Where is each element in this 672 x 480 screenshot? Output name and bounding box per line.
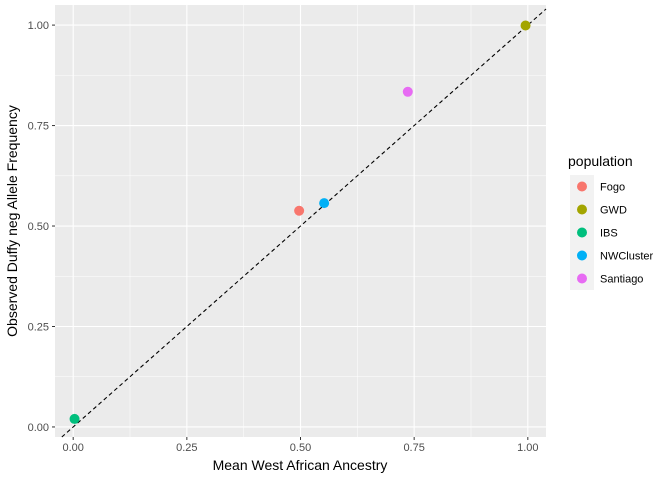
legend-label-nwcluster: NWCluster [600,251,654,263]
y-tick-label: 0.50 [28,221,49,233]
legend-swatch-fogo [577,181,587,192]
point-fogo [294,205,305,216]
y-tick-label: 0.00 [28,422,49,434]
legend-swatch-nwcluster [577,250,587,261]
legend-swatch-ibs [577,227,587,238]
point-gwd [520,20,531,31]
legend-swatch-santiago [577,273,587,284]
x-axis-ticks: 0.00 0.25 0.50 0.75 1.00 [62,437,539,454]
legend-label-fogo: Fogo [600,182,625,194]
legend-title: population [568,153,633,169]
y-tick-label: 1.00 [28,20,49,32]
y-axis-ticks: 0.00 0.25 0.50 0.75 1.00 [28,20,55,434]
legend-label-gwd: GWD [600,205,627,217]
data-points [69,20,531,424]
x-axis-title: Mean West African Ancestry [213,457,388,473]
y-tick-label: 0.75 [28,121,49,133]
point-nwcluster [319,198,330,209]
legend-label-ibs: IBS [600,228,618,240]
x-tick-label: 0.00 [62,442,83,454]
legend-label-santiago: Santiago [600,274,643,286]
legend-items: Fogo GWD IBS NWCluster Santiago [570,175,654,290]
identity-reference-line [61,8,547,438]
x-tick-label: 0.25 [176,442,197,454]
major-gridlines [55,5,546,437]
legend: population Fogo GWD IBS NWCluster Santiago [568,153,654,290]
legend-swatch-gwd [577,204,587,215]
y-axis-title: Observed Duffy neg Allele Frequency [4,105,20,337]
y-tick-label: 0.25 [28,321,49,333]
point-ibs [69,413,80,424]
x-tick-label: 0.75 [403,442,424,454]
point-santiago [402,86,413,97]
x-tick-label: 0.50 [290,442,311,454]
x-tick-label: 1.00 [517,442,538,454]
